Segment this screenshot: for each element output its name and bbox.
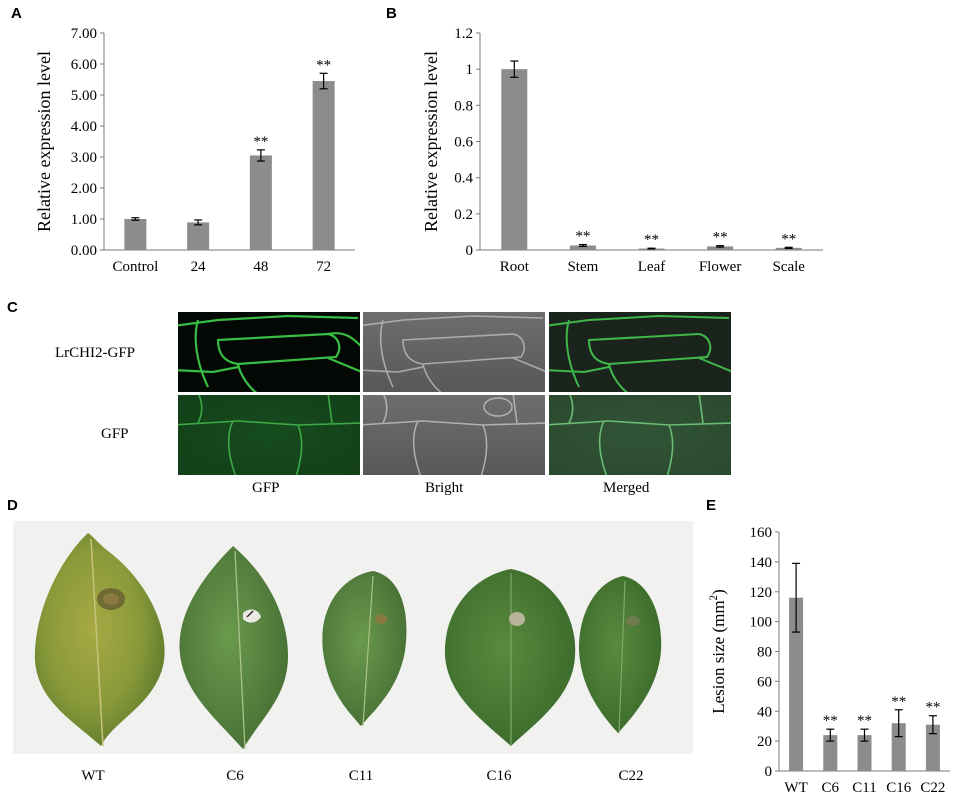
leaf-label-c11: C11	[348, 768, 374, 784]
chart-b-significance: **	[781, 231, 796, 247]
chart-e-xtick-label: C11	[852, 780, 876, 796]
chart-b-ytick-label: 1	[466, 62, 474, 78]
chart-a-significance: **	[316, 57, 331, 73]
chart-a-ylabel: Relative expression level	[34, 51, 54, 232]
chart-b-significance: **	[575, 229, 590, 245]
leaf-label-wt: WT	[81, 768, 105, 784]
chart-a-ytick-label: 3.00	[71, 150, 97, 166]
leaf-label-c16: C16	[486, 768, 512, 784]
panel-letter-d: D	[7, 497, 18, 514]
chart-b-bar	[707, 246, 734, 250]
chart-e-ytick-label: 20	[757, 734, 772, 750]
micro-gfp-gfp	[178, 395, 360, 475]
chart-e-xtick-label: C6	[822, 780, 840, 796]
chart-a-significance: **	[253, 134, 268, 150]
leaf-label-c22: C22	[618, 768, 644, 784]
chart-e-bar	[857, 735, 872, 771]
chart-a-bar	[124, 219, 147, 250]
chart-b-xtick-label: Root	[500, 259, 530, 275]
chart-a-ytick-label: 0.00	[71, 243, 97, 259]
leaf-photo	[13, 521, 693, 754]
chart-e-ytick-label: 60	[757, 674, 772, 690]
chart-a-xtick-label: 72	[316, 259, 331, 275]
chart-e-ytick-label: 0	[765, 764, 773, 780]
chart-e-ytick-label: 160	[750, 525, 773, 541]
leaf-wt	[34, 533, 165, 747]
leaf-c16	[444, 569, 576, 746]
chart-a-ytick-label: 6.00	[71, 57, 97, 73]
chart-a: 0.00 1.00 2.00 3.00 4.00 5.00 6.00 7.00 Control 2…	[34, 26, 355, 275]
chart-b-significance: **	[713, 230, 728, 246]
chart-e-xtick-label: C22	[920, 780, 945, 796]
chart-a-bar	[187, 222, 210, 250]
chart-e-bar	[925, 724, 940, 771]
chart-e-ytick-label: 80	[757, 645, 772, 661]
micro-col-label-merged: Merged	[603, 480, 650, 496]
leaf-c6	[179, 546, 288, 750]
chart-b-xtick-label: Leaf	[638, 259, 665, 275]
chart-e-significance: **	[925, 700, 940, 716]
chart-e-significance: **	[823, 713, 838, 729]
micro-row-label-2: GFP	[101, 426, 129, 442]
micro-row-label-1: LrCHI2-GFP	[55, 345, 136, 361]
chart-b-ytick-label: 0.8	[454, 98, 473, 114]
leaf-label-c6: C6	[226, 768, 244, 784]
micro-bright-lrchi2	[363, 312, 545, 392]
chart-e-ytick-label: 120	[750, 585, 773, 601]
chart-a-ytick-label: 4.00	[71, 119, 97, 135]
chart-e-bar	[789, 597, 804, 771]
chart-e-xtick-label: C16	[886, 780, 912, 796]
panel-letter-b: B	[386, 5, 397, 22]
chart-a-ytick-label: 5.00	[71, 88, 97, 104]
chart-b-ylabel: Relative expression level	[421, 51, 441, 232]
micro-col-label-gfp: GFP	[252, 480, 280, 496]
chart-e-significance: **	[891, 694, 906, 710]
micro-gfp-lrchi2	[178, 312, 360, 392]
micro-col-label-bright: Bright	[425, 480, 464, 496]
micro-merged-lrchi2	[549, 312, 731, 392]
chart-a-ytick-label: 1.00	[71, 212, 97, 228]
chart-e-xtick-label: WT	[784, 780, 807, 796]
chart-a-bar	[249, 155, 272, 250]
chart-b-xtick-label: Flower	[699, 259, 742, 275]
chart-a-ytick-label: 7.00	[71, 26, 97, 42]
chart-b-significance: **	[644, 232, 659, 248]
chart-a-bar	[312, 81, 335, 250]
chart-b-ytick-label: 0	[466, 243, 474, 259]
chart-e-ytick-label: 40	[757, 704, 772, 720]
chart-a-xtick-label: 24	[191, 259, 207, 275]
chart-a-xtick-label: 48	[253, 259, 268, 275]
chart-b-ytick-label: 1.2	[454, 26, 473, 42]
chart-e-bar	[823, 735, 838, 771]
chart-b-ytick-label: 0.2	[454, 207, 473, 223]
leaf-c11	[322, 571, 407, 727]
panel-letter-c: C	[7, 299, 18, 316]
chart-b-xtick-label: Scale	[772, 259, 805, 275]
chart-e-bar	[891, 723, 906, 771]
micro-merged-gfp	[549, 395, 731, 475]
chart-a-xtick-label: Control	[112, 259, 158, 275]
chart-e-ytick-label: 100	[750, 615, 773, 631]
panel-letter-e: E	[706, 497, 717, 514]
chart-e-ylabel: Lesion size (mm2)	[708, 589, 728, 714]
micro-bright-gfp	[363, 395, 545, 475]
chart-b-xtick-label: Stem	[567, 259, 598, 275]
chart-b-ytick-label: 0.6	[454, 135, 473, 151]
chart-e-significance: **	[857, 713, 872, 729]
chart-b-ytick-label: 0.4	[454, 171, 473, 187]
panel-letter-a: A	[11, 5, 22, 22]
chart-e: 0 20 40 60 80 100 120 140 160 WT ** C6 ** C11 ** C16 ** C…	[708, 525, 950, 796]
chart-a-ytick-label: 2.00	[71, 181, 97, 197]
chart-b: 0 0.2 0.4 0.6 0.8 1 1.2 Root ** Stem ** Leaf ** Flowe…	[421, 26, 823, 275]
leaf-c22	[578, 576, 662, 734]
chart-b-bar	[569, 245, 596, 250]
chart-e-ytick-label: 140	[750, 555, 773, 571]
chart-b-bar	[501, 69, 528, 250]
